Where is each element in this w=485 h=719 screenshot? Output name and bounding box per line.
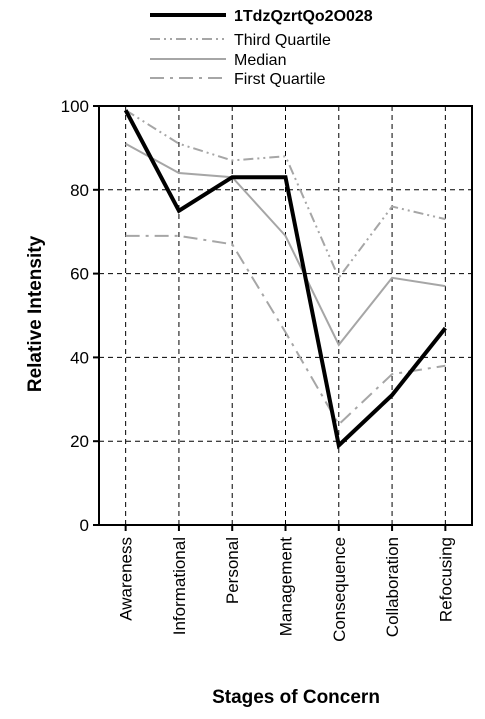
x-tick-label: Consequence bbox=[330, 537, 349, 642]
series-line-third-quartile bbox=[125, 109, 446, 280]
y-tick-label: 100 bbox=[61, 97, 89, 116]
x-axis-title: Stages of Concern bbox=[212, 687, 380, 708]
grid bbox=[99, 106, 472, 525]
x-tick-label: Awareness bbox=[117, 537, 136, 621]
series-line-first-quartile bbox=[125, 234, 446, 427]
y-tick-label: 0 bbox=[80, 516, 89, 535]
x-axis-ticks: Awareness Informational Personal Management… bbox=[117, 525, 455, 642]
series-line-median bbox=[125, 142, 446, 347]
x-tick-label: Refocusing bbox=[436, 537, 455, 622]
x-tick-label: Personal bbox=[223, 537, 242, 604]
x-tick-label: Collaboration bbox=[383, 537, 402, 637]
y-tick-label: 40 bbox=[70, 348, 89, 367]
y-axis-ticks: 0 20 40 60 80 100 bbox=[61, 97, 99, 535]
y-tick-label: 80 bbox=[70, 181, 89, 200]
series-line-1tdzqzrtqo2o028 bbox=[123, 109, 447, 450]
legend: 1TdzQzrtQo2O028 Third Quartile Median First… bbox=[150, 8, 373, 88]
y-tick-label: 60 bbox=[70, 265, 89, 284]
legend-label: Median bbox=[234, 52, 286, 69]
x-tick-label: Management bbox=[277, 537, 296, 637]
legend-label: First Quartile bbox=[234, 71, 326, 88]
series-lines bbox=[123, 109, 447, 450]
legend-label: 1TdzQzrtQo2O028 bbox=[234, 8, 373, 25]
y-axis-title: Relative Intensity bbox=[25, 235, 46, 392]
x-tick-label: Informational bbox=[170, 537, 189, 635]
legend-label: Third Quartile bbox=[234, 32, 331, 49]
y-tick-label: 20 bbox=[70, 432, 89, 451]
